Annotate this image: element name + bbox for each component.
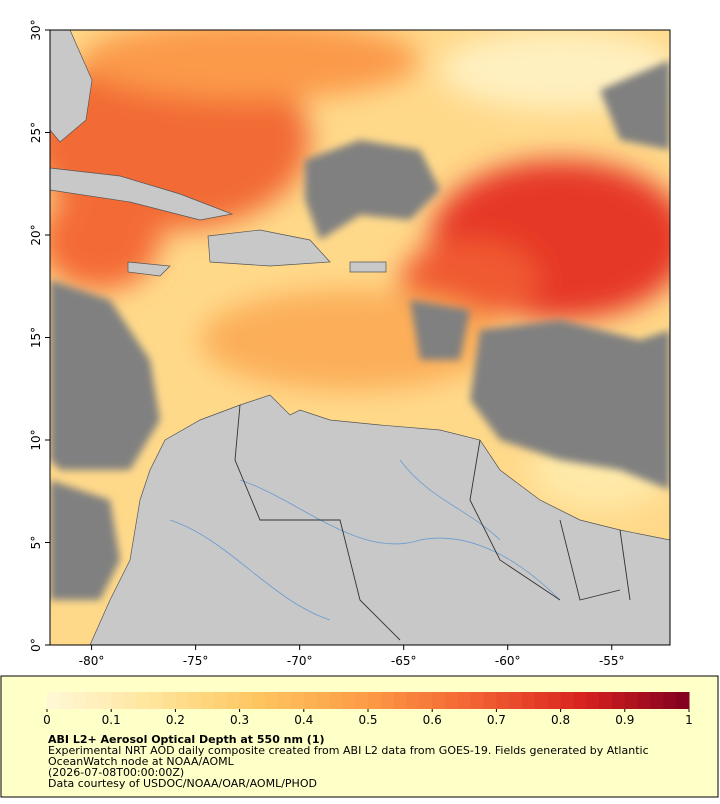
colorbar-tick-label: 0.9: [615, 713, 634, 727]
colorbar-tick-label: 0.2: [166, 713, 185, 727]
colorbar-swatch: [111, 692, 125, 709]
colorbar-swatch: [47, 692, 61, 709]
x-tick-label: -70°: [287, 654, 313, 668]
colorbar-tick-label: 0.4: [294, 713, 313, 727]
colorbar-swatch: [663, 692, 677, 709]
colorbar-swatch: [560, 692, 574, 709]
colorbar-swatch: [470, 692, 485, 709]
colorbar-swatch: [637, 692, 651, 709]
colorbar-swatch: [188, 692, 202, 709]
colorbar-swatch: [547, 692, 562, 709]
colorbar-swatch: [175, 692, 189, 709]
caption-line: OceanWatch node at NOAA/AOML: [48, 755, 235, 768]
colorbar-swatch: [368, 692, 382, 709]
caption-title: ABI L2+ Aerosol Optical Depth at 550 nm …: [48, 733, 325, 746]
y-tick-label: 0°: [29, 638, 43, 652]
colorbar-swatch: [342, 692, 356, 709]
colorbar-swatch: [124, 692, 138, 709]
colorbar-tick-label: 0.7: [487, 713, 506, 727]
colorbar-tick-label: 0.1: [102, 713, 121, 727]
colorbar-swatch: [624, 692, 639, 709]
colorbar-swatch: [432, 692, 446, 709]
colorbar-swatch: [59, 692, 74, 709]
colorbar-swatch: [278, 692, 292, 709]
y-tick-label: 20°: [29, 224, 43, 245]
x-tick-label: -65°: [391, 654, 417, 668]
colorbar-swatch: [380, 692, 395, 709]
colorbar-swatch: [355, 692, 369, 709]
colorbar-swatch: [290, 692, 305, 709]
colorbar-swatch: [586, 692, 600, 709]
colorbar-swatch: [406, 692, 420, 709]
colorbar-swatch: [329, 692, 343, 709]
colorbar-swatch: [149, 692, 164, 709]
y-tick-label: 30°: [29, 19, 43, 40]
colorbar-swatch: [226, 692, 241, 709]
colorbar-swatch: [419, 692, 433, 709]
caption-line: (2026-07-08T00:00:00Z): [48, 766, 184, 779]
colorbar-tick-label: 0: [43, 713, 51, 727]
colorbar-swatch: [676, 692, 690, 709]
colorbar-swatch: [522, 692, 536, 709]
colorbar-swatch: [534, 692, 549, 709]
colorbar-swatch: [201, 692, 215, 709]
colorbar-swatch: [85, 692, 99, 709]
colorbar-swatch: [252, 692, 266, 709]
y-tick-label: 15°: [29, 327, 43, 348]
colorbar-swatch: [213, 692, 228, 709]
caption-line: Data courtesy of USDOC/NOAA/OAR/AOML/PHO…: [48, 777, 317, 790]
caption-line: Experimental NRT AOD daily composite cre…: [48, 744, 649, 757]
colorbar-swatch: [483, 692, 497, 709]
colorbar-tick-label: 0.3: [230, 713, 249, 727]
colorbar-tick-label: 0.8: [551, 713, 570, 727]
colorbar-swatch: [136, 692, 151, 709]
axes: -80° -75° -70° -65° -60° -55° 0° 5° 10° 15° 20° 25°…: [29, 19, 625, 668]
colorbar-swatch: [98, 692, 112, 709]
y-tick-label: 5°: [29, 536, 43, 550]
colorbar-swatch: [72, 692, 87, 709]
x-tick-label: -55°: [599, 654, 625, 668]
colorbar-tick-label: 1: [685, 713, 693, 727]
colorbar-swatch: [611, 692, 626, 709]
x-tick-label: -75°: [183, 654, 209, 668]
aod-field: [50, 30, 670, 645]
colorbar-swatch: [239, 692, 253, 709]
colorbar-tick-label: 0.5: [358, 713, 377, 727]
colorbar-tick-label: 0.6: [423, 713, 442, 727]
colorbar-swatch: [316, 692, 330, 709]
colorbar-swatch: [496, 692, 510, 709]
colorbar-swatch: [509, 692, 523, 709]
y-tick-label: 25°: [29, 122, 43, 143]
colorbar-swatch: [650, 692, 664, 709]
x-tick-label: -60°: [495, 654, 521, 668]
colorbar-swatch: [573, 692, 587, 709]
colorbar-swatch: [445, 692, 459, 709]
x-tick-label: -80°: [79, 654, 105, 668]
colorbar-swatch: [162, 692, 176, 709]
colorbar-swatch: [265, 692, 279, 709]
y-tick-label: 10°: [29, 429, 43, 450]
colorbar-swatch: [599, 692, 613, 709]
colorbar-swatch: [457, 692, 472, 709]
colorbar: 0 0.1 0.2 0.3 0.4 0.5 0.6 0.7 0.8 0.9 1: [43, 692, 693, 727]
colorbar-swatch: [303, 692, 318, 709]
colorbar-swatch: [393, 692, 408, 709]
